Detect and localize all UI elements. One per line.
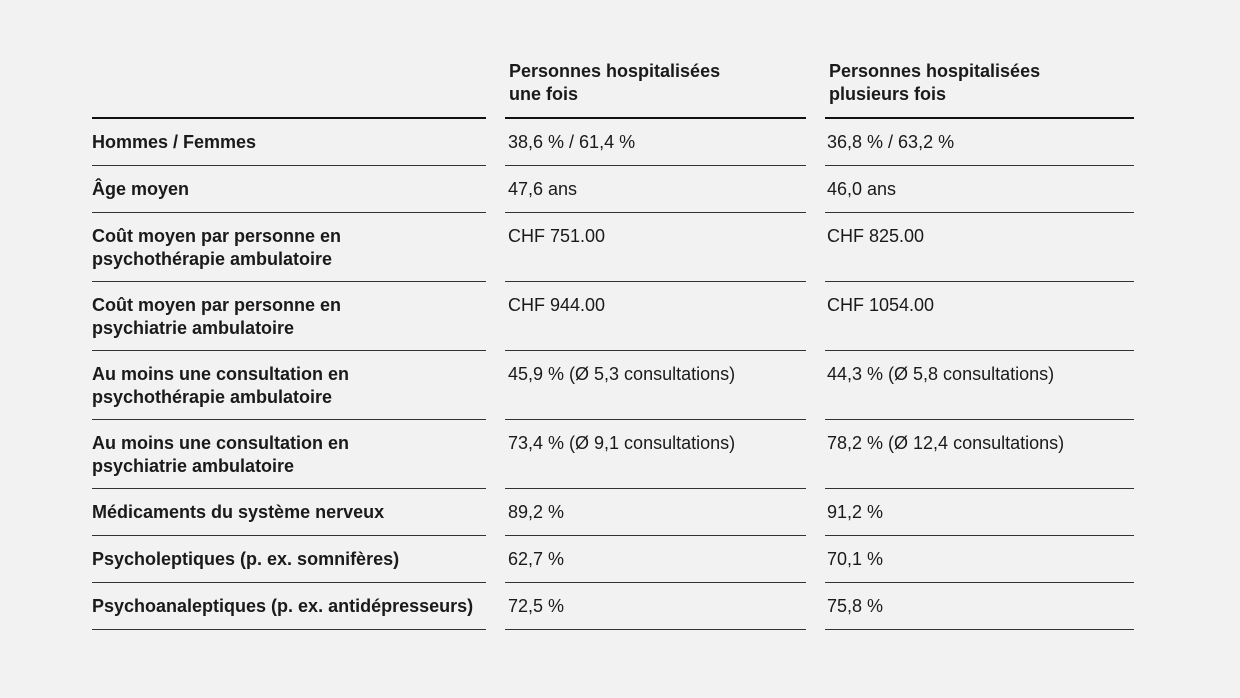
table-row: Âge moyen 47,6 ans 46,0 ans <box>92 166 1134 213</box>
table-row: Psycholeptiques (p. ex. somnifères) 62,7… <box>92 536 1134 583</box>
value-once: 47,6 ans <box>505 166 806 213</box>
value-multiple: 44,3 % (Ø 5,8 consultations) <box>825 351 1134 420</box>
row-label: Coût moyen par personne en psychiatrie a… <box>92 282 486 351</box>
table-header-row: Personnes hospitalisées une fois Personn… <box>92 60 1134 119</box>
value-multiple: 46,0 ans <box>825 166 1134 213</box>
value-multiple: 78,2 % (Ø 12,4 consultations) <box>825 420 1134 489</box>
row-label: Hommes / Femmes <box>92 119 486 166</box>
value-once: CHF 751.00 <box>505 213 806 282</box>
value-multiple: 91,2 % <box>825 489 1134 536</box>
value-once: CHF 944.00 <box>505 282 806 351</box>
row-label: Âge moyen <box>92 166 486 213</box>
table-row: Médicaments du système nerveux 89,2 % 91… <box>92 489 1134 536</box>
table-row: Psychoanaleptiques (p. ex. antidépresseu… <box>92 583 1134 630</box>
value-multiple: 70,1 % <box>825 536 1134 583</box>
row-label: Psychoanaleptiques (p. ex. antidépresseu… <box>92 583 486 630</box>
row-label: Au moins une consultation en psychothéra… <box>92 351 486 420</box>
value-multiple: CHF 825.00 <box>825 213 1134 282</box>
value-once: 45,9 % (Ø 5,3 consultations) <box>505 351 806 420</box>
value-once: 72,5 % <box>505 583 806 630</box>
table-row: Au moins une consultation en psychothéra… <box>92 351 1134 420</box>
row-label: Au moins une consultation en psychiatrie… <box>92 420 486 489</box>
value-once: 73,4 % (Ø 9,1 consultations) <box>505 420 806 489</box>
row-label: Psycholeptiques (p. ex. somnifères) <box>92 536 486 583</box>
header-empty-cell <box>92 60 486 119</box>
header-once: Personnes hospitalisées une fois <box>505 60 806 119</box>
row-label: Coût moyen par personne en psychothérapi… <box>92 213 486 282</box>
row-label: Médicaments du système nerveux <box>92 489 486 536</box>
value-multiple: CHF 1054.00 <box>825 282 1134 351</box>
table-row: Coût moyen par personne en psychiatrie a… <box>92 282 1134 351</box>
value-multiple: 75,8 % <box>825 583 1134 630</box>
header-multiple: Personnes hospitalisées plusieurs fois <box>825 60 1134 119</box>
table-row: Coût moyen par personne en psychothérapi… <box>92 213 1134 282</box>
value-multiple: 36,8 % / 63,2 % <box>825 119 1134 166</box>
value-once: 38,6 % / 61,4 % <box>505 119 806 166</box>
table-row: Au moins une consultation en psychiatrie… <box>92 420 1134 489</box>
value-once: 89,2 % <box>505 489 806 536</box>
table-row: Hommes / Femmes 38,6 % / 61,4 % 36,8 % /… <box>92 119 1134 166</box>
value-once: 62,7 % <box>505 536 806 583</box>
comparison-table: Personnes hospitalisées une fois Personn… <box>92 60 1134 630</box>
